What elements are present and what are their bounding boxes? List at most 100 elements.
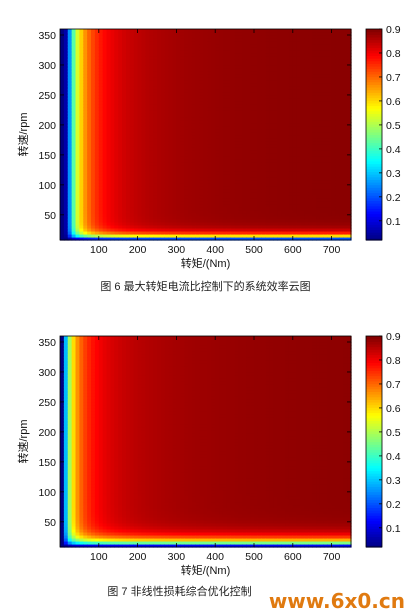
- heatmap-cell: [60, 185, 65, 190]
- heatmap-cell: [269, 215, 274, 220]
- heatmap-cell: [331, 230, 337, 235]
- heatmap-cell: [261, 32, 267, 36]
- heatmap-cell: [234, 95, 240, 99]
- heatmap-cell: [250, 233, 255, 238]
- heatmap-cell: [269, 38, 274, 42]
- heatmap-cell: [172, 65, 177, 69]
- heatmap-cell: [191, 59, 197, 63]
- heatmap-cell: [114, 83, 119, 87]
- heatmap-cell: [238, 230, 243, 235]
- heatmap-cell: [261, 74, 267, 78]
- heatmap-cell: [94, 236, 100, 241]
- heatmap-cell: [312, 188, 317, 193]
- heatmap-cell: [60, 125, 65, 130]
- heatmap-cell: [118, 125, 123, 130]
- heatmap-cell: [160, 59, 166, 63]
- heatmap-cell: [160, 110, 166, 114]
- heatmap-cell: [98, 35, 104, 39]
- heatmap-cell: [60, 206, 65, 211]
- heatmap-cell: [168, 44, 174, 48]
- heatmap-cell: [261, 134, 267, 139]
- heatmap-cell: [79, 92, 84, 96]
- heatmap-cell: [153, 179, 158, 184]
- heatmap-cell: [273, 68, 278, 72]
- heatmap-cell: [160, 32, 166, 36]
- heatmap-cell: [79, 113, 84, 118]
- heatmap-cell: [226, 86, 232, 90]
- heatmap-cell: [261, 137, 267, 142]
- heatmap-cell: [114, 59, 119, 63]
- heatmap-cell: [281, 47, 286, 51]
- heatmap-cell: [114, 98, 119, 102]
- heatmap-cell: [157, 191, 162, 196]
- heatmap-cell: [203, 89, 209, 93]
- heatmap-cell: [234, 200, 240, 205]
- heatmap-cell: [199, 29, 205, 33]
- heatmap-cell: [304, 215, 309, 220]
- heatmap-cell: [160, 80, 166, 84]
- heatmap-cell: [261, 125, 267, 130]
- heatmap-cell: [137, 95, 143, 99]
- heatmap-cell: [63, 101, 69, 105]
- heatmap-cell: [98, 194, 104, 199]
- heatmap-cell: [141, 233, 146, 238]
- heatmap-cell: [75, 227, 80, 232]
- heatmap-cell: [141, 41, 146, 45]
- heatmap-cell: [234, 233, 240, 238]
- heatmap-cell: [176, 122, 181, 127]
- heatmap-cell: [242, 173, 247, 178]
- heatmap-cell: [211, 50, 216, 54]
- heatmap-cell: [323, 101, 329, 105]
- heatmap-cell: [149, 47, 154, 51]
- heatmap-cell: [238, 128, 243, 133]
- heatmap-cell: [125, 185, 131, 190]
- heatmap-cell: [242, 104, 247, 108]
- heatmap-cell: [203, 158, 209, 163]
- heatmap-cell: [87, 35, 92, 39]
- heatmap-cell: [211, 59, 216, 63]
- heatmap-cell: [172, 197, 177, 202]
- heatmap-cell: [304, 218, 309, 223]
- heatmap-cell: [71, 227, 77, 232]
- heatmap-cell: [257, 38, 263, 42]
- heatmap-cell: [176, 119, 181, 124]
- heatmap-cell: [269, 236, 274, 241]
- heatmap-cell: [273, 62, 278, 66]
- heatmap-cell: [211, 137, 216, 142]
- heatmap-cell: [308, 107, 313, 111]
- heatmap-cell: [250, 59, 255, 63]
- heatmap-cell: [164, 236, 170, 241]
- heatmap-cell: [141, 194, 146, 199]
- heatmap-cell: [133, 116, 139, 121]
- heatmap-cell: [87, 44, 92, 48]
- heatmap-cell: [125, 134, 131, 139]
- heatmap-cell: [250, 206, 255, 211]
- heatmap-cell: [153, 110, 158, 114]
- heatmap-cell: [257, 83, 263, 87]
- heatmap-cell: [222, 104, 228, 108]
- heatmap-cell: [219, 188, 224, 193]
- heatmap-cell: [207, 98, 212, 102]
- heatmap-cell: [257, 104, 263, 108]
- heatmap-cell: [234, 155, 240, 160]
- heatmap-cell: [71, 215, 77, 220]
- heatmap-cell: [277, 95, 282, 99]
- heatmap-cell: [277, 128, 282, 133]
- heatmap-cell: [257, 152, 263, 157]
- heatmap-cell: [319, 215, 325, 220]
- heatmap-cell: [122, 35, 127, 39]
- heatmap-cell: [188, 173, 193, 178]
- heatmap-cell: [257, 176, 263, 181]
- heatmap-cell: [281, 125, 286, 130]
- heatmap-cell: [91, 200, 96, 205]
- heatmap-cell: [296, 104, 302, 108]
- heatmap-cell: [87, 185, 92, 190]
- heatmap-cell: [327, 38, 333, 42]
- heatmap-cell: [137, 62, 143, 66]
- heatmap-cell: [114, 32, 119, 36]
- heatmap-cell: [296, 173, 302, 178]
- heatmap-cell: [191, 47, 197, 51]
- heatmap-cell: [261, 71, 267, 75]
- heatmap-cell: [60, 197, 65, 202]
- heatmap-cell: [75, 83, 80, 87]
